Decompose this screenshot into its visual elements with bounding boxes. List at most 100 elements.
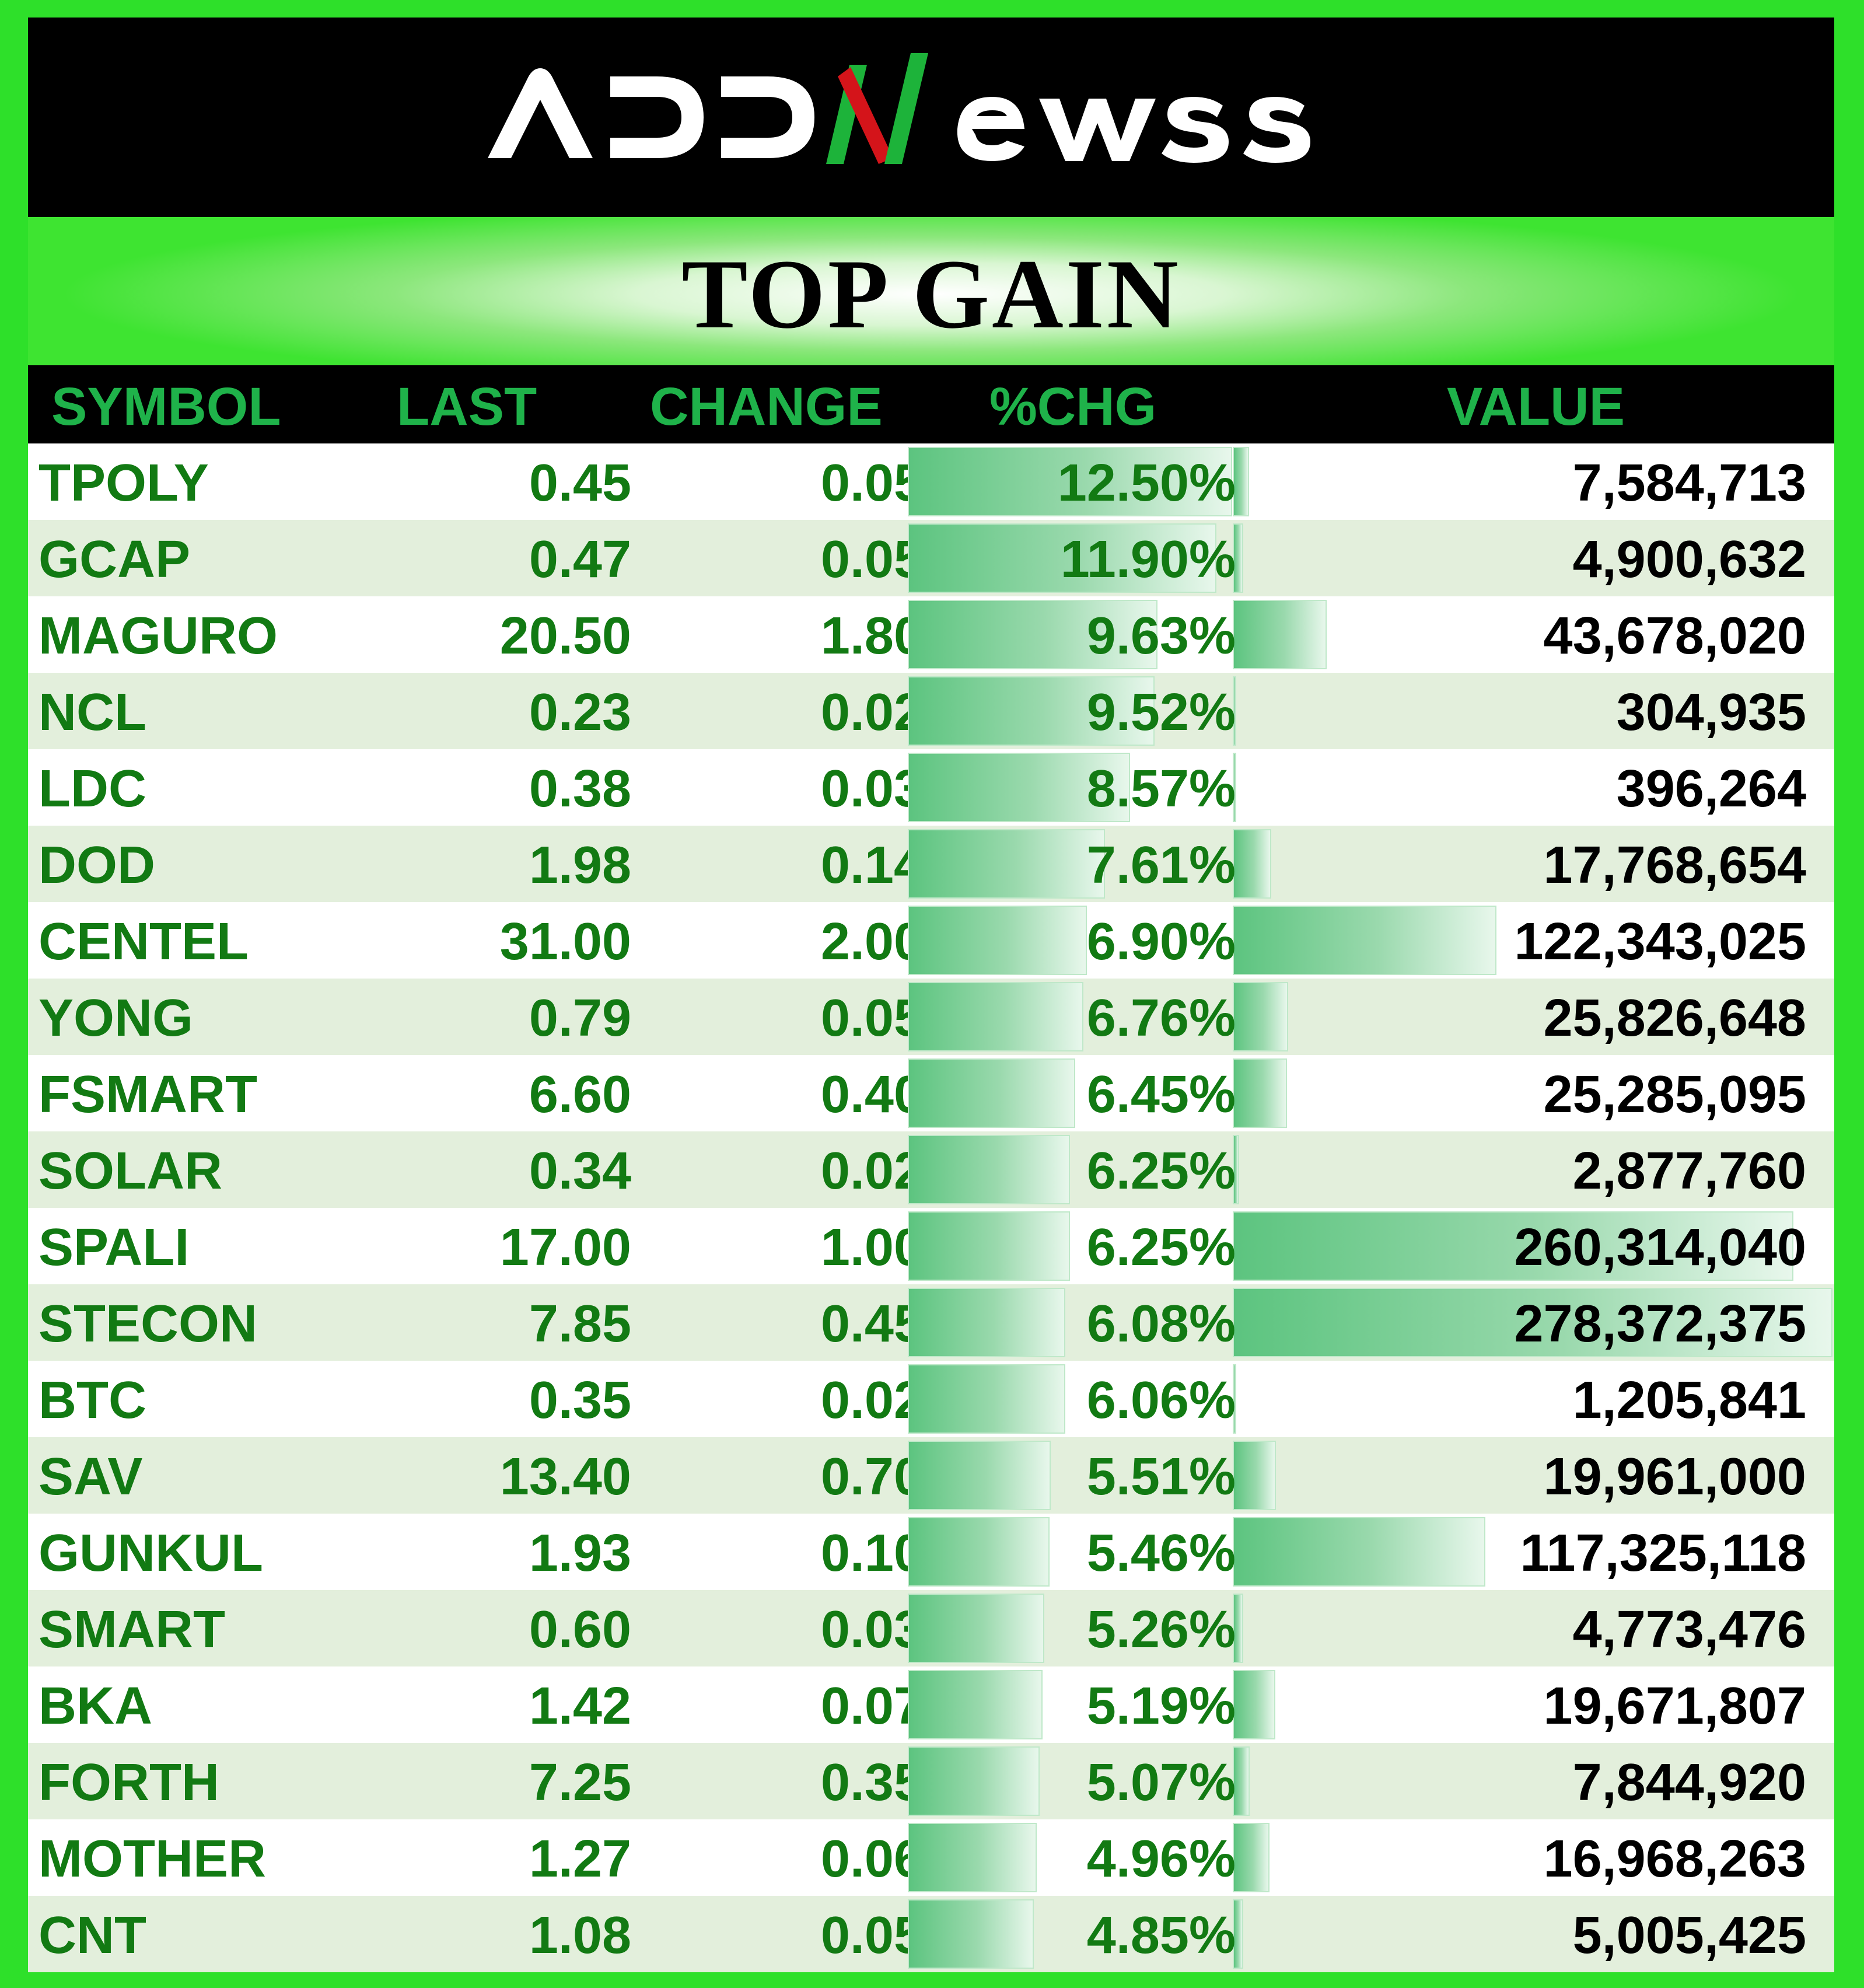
table-row: FSMART 6.60 0.40 6.45% 25,285,095 xyxy=(28,1055,1834,1131)
symbol-cell: SAV xyxy=(39,1448,143,1506)
pct-bar xyxy=(908,753,1130,822)
pct-cell: 6.45% xyxy=(1086,1065,1236,1124)
value-bar xyxy=(1233,1670,1275,1739)
change-cell: 0.02 xyxy=(820,1142,923,1200)
pct-bar xyxy=(908,600,1157,669)
last-cell: 1.93 xyxy=(529,1524,631,1582)
change-cell: 0.02 xyxy=(820,1371,923,1430)
header-change: CHANGE xyxy=(650,377,883,436)
value-cell: 4,773,476 xyxy=(1572,1601,1806,1659)
value-cell: 304,935 xyxy=(1616,683,1806,742)
pct-bar xyxy=(908,1594,1044,1663)
pct-bar xyxy=(908,829,1105,899)
value-cell: 278,372,375 xyxy=(1514,1295,1807,1353)
last-cell: 0.34 xyxy=(529,1142,631,1200)
pct-cell: 4.96% xyxy=(1086,1830,1236,1888)
table-row: FORTH 7.25 0.35 5.07% 7,844,920 xyxy=(28,1743,1834,1819)
value-bar xyxy=(1233,1594,1243,1663)
pct-cell: 5.19% xyxy=(1086,1677,1236,1735)
pct-cell: 5.07% xyxy=(1086,1753,1236,1812)
table-row: YONG 0.79 0.05 6.76% 25,826,648 xyxy=(28,979,1834,1055)
header-value: VALUE xyxy=(1447,377,1625,436)
value-bar xyxy=(1233,1135,1239,1204)
change-cell: 1.80 xyxy=(820,607,923,665)
change-cell: 0.05 xyxy=(820,454,923,512)
title-band: TOP GAIN xyxy=(28,217,1834,365)
change-cell: 2.00 xyxy=(820,913,923,971)
pct-bar xyxy=(908,1364,1065,1434)
value-bar xyxy=(1233,523,1243,593)
value-bar xyxy=(1233,1058,1287,1128)
change-cell: 0.70 xyxy=(820,1448,923,1506)
pct-bar xyxy=(908,1517,1050,1587)
value-bar xyxy=(1233,1517,1485,1587)
pct-bar xyxy=(908,1670,1043,1739)
pct-bar xyxy=(908,982,1083,1051)
last-cell: 0.47 xyxy=(529,530,631,589)
change-cell: 0.05 xyxy=(820,1906,923,1965)
table-row: BTC 0.35 0.02 6.06% 1,205,841 xyxy=(28,1361,1834,1437)
last-cell: 6.60 xyxy=(529,1065,631,1124)
value-bar xyxy=(1233,1746,1250,1816)
symbol-cell: MOTHER xyxy=(39,1830,266,1888)
pct-cell: 7.61% xyxy=(1086,836,1236,895)
table-row: CENTEL 31.00 2.00 6.90% 122,343,025 xyxy=(28,902,1834,979)
pct-bar xyxy=(908,1288,1065,1357)
table-row: NCL 0.23 0.02 9.52% 304,935 xyxy=(28,673,1834,749)
pct-cell: 5.26% xyxy=(1086,1601,1236,1659)
table-row: GUNKUL 1.93 0.10 5.46% 117,325,118 xyxy=(28,1514,1834,1590)
value-bar xyxy=(1233,1364,1236,1434)
pct-bar xyxy=(908,1823,1037,1892)
pct-bar xyxy=(908,1135,1070,1204)
change-cell: 0.02 xyxy=(820,683,923,742)
value-bar xyxy=(1233,1211,1793,1281)
logo-bar xyxy=(28,18,1834,217)
table-row: SOLAR 0.34 0.02 6.25% 2,877,760 xyxy=(28,1131,1834,1208)
value-bar xyxy=(1233,600,1327,669)
value-bar xyxy=(1233,676,1236,746)
table-row: BKA 1.42 0.07 5.19% 19,671,807 xyxy=(28,1666,1834,1743)
value-cell: 16,968,263 xyxy=(1543,1830,1806,1888)
value-bar xyxy=(1233,447,1249,516)
value-bar xyxy=(1233,906,1496,975)
header-symbol: SYMBOL xyxy=(51,377,281,436)
table-row: LDC 0.38 0.03 8.57% 396,264 xyxy=(28,749,1834,826)
pct-cell: 6.76% xyxy=(1086,989,1236,1047)
pct-cell: 6.08% xyxy=(1086,1295,1236,1353)
table-row: SPALI 17.00 1.00 6.25% 260,314,040 xyxy=(28,1208,1834,1284)
change-cell: 0.40 xyxy=(820,1065,923,1124)
last-cell: 0.35 xyxy=(529,1371,631,1430)
table-row: MOTHER 1.27 0.06 4.96% 16,968,263 xyxy=(28,1819,1834,1896)
table-header: SYMBOL LAST CHANGE %CHG VALUE xyxy=(28,365,1834,443)
pct-cell: 5.51% xyxy=(1086,1448,1236,1506)
last-cell: 0.23 xyxy=(529,683,631,742)
pct-bar xyxy=(908,1211,1070,1281)
last-cell: 1.42 xyxy=(529,1677,631,1735)
symbol-cell: NCL xyxy=(39,683,146,742)
symbol-cell: SMART xyxy=(39,1601,225,1659)
pct-cell: 9.63% xyxy=(1086,607,1236,665)
change-cell: 0.06 xyxy=(820,1830,923,1888)
change-cell: 0.35 xyxy=(820,1753,923,1812)
table-row: SMART 0.60 0.03 5.26% 4,773,476 xyxy=(28,1590,1834,1666)
pct-cell: 11.90% xyxy=(1060,530,1236,589)
value-cell: 7,584,713 xyxy=(1572,454,1806,512)
pct-bar xyxy=(908,1746,1040,1816)
value-cell: 2,877,760 xyxy=(1572,1142,1806,1200)
change-cell: 0.03 xyxy=(820,760,923,818)
last-cell: 0.45 xyxy=(529,454,631,512)
last-cell: 7.25 xyxy=(529,1753,631,1812)
table-row: TPOLY 0.45 0.05 12.50% 7,584,713 xyxy=(28,443,1834,520)
pct-cell: 6.06% xyxy=(1086,1371,1236,1430)
value-cell: 7,844,920 xyxy=(1572,1753,1806,1812)
value-cell: 25,826,648 xyxy=(1543,989,1806,1047)
table-row: GCAP 0.47 0.05 11.90% 4,900,632 xyxy=(28,520,1834,596)
pct-cell: 8.57% xyxy=(1086,760,1236,818)
symbol-cell: SOLAR xyxy=(39,1142,222,1200)
last-cell: 0.60 xyxy=(529,1601,631,1659)
value-bar xyxy=(1233,1823,1270,1892)
pct-bar xyxy=(908,906,1087,975)
pct-cell: 6.25% xyxy=(1086,1142,1236,1200)
pct-cell: 6.90% xyxy=(1086,913,1236,971)
header-last: LAST xyxy=(397,377,537,436)
